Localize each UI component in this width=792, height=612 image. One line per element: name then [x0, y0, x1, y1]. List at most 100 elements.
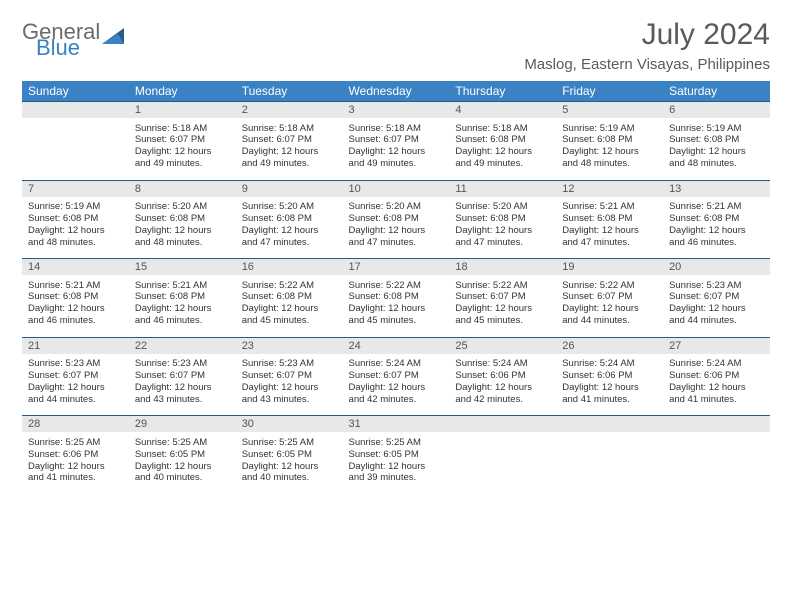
day-cell: Sunrise: 5:24 AMSunset: 6:07 PMDaylight:…: [343, 354, 450, 416]
day-line: Sunset: 6:08 PM: [135, 291, 230, 303]
day-line: and 43 minutes.: [135, 394, 230, 406]
day-number: 7: [22, 180, 129, 197]
day-line: and 41 minutes.: [28, 472, 123, 484]
day-number: 23: [236, 337, 343, 354]
day-line: Sunrise: 5:19 AM: [562, 123, 657, 135]
day-line: Sunrise: 5:24 AM: [349, 358, 444, 370]
day-line: and 47 minutes.: [242, 237, 337, 249]
day-number: 26: [556, 337, 663, 354]
day-cell: Sunrise: 5:23 AMSunset: 6:07 PMDaylight:…: [663, 275, 770, 337]
day-line: Daylight: 12 hours: [562, 382, 657, 394]
day-line: Sunrise: 5:22 AM: [455, 280, 550, 292]
day-line: Sunset: 6:07 PM: [135, 134, 230, 146]
dayhead-fri: Friday: [556, 81, 663, 102]
day-line: Daylight: 12 hours: [669, 146, 764, 158]
day-line: Sunset: 6:08 PM: [242, 291, 337, 303]
day-line: and 44 minutes.: [28, 394, 123, 406]
day-number: 27: [663, 337, 770, 354]
day-line: Sunset: 6:08 PM: [455, 213, 550, 225]
logo-triangle-icon: [102, 26, 128, 53]
day-number: 13: [663, 180, 770, 197]
content-row: Sunrise: 5:23 AMSunset: 6:07 PMDaylight:…: [22, 354, 770, 416]
day-cell: Sunrise: 5:24 AMSunset: 6:06 PMDaylight:…: [449, 354, 556, 416]
day-line: and 48 minutes.: [28, 237, 123, 249]
day-line: Sunrise: 5:25 AM: [28, 437, 123, 449]
day-number: [556, 416, 663, 433]
day-number: 3: [343, 102, 450, 119]
daynum-row: 14151617181920: [22, 259, 770, 276]
day-line: and 46 minutes.: [135, 315, 230, 327]
day-line: Daylight: 12 hours: [349, 225, 444, 237]
day-cell: Sunrise: 5:18 AMSunset: 6:07 PMDaylight:…: [343, 118, 450, 180]
day-line: Sunset: 6:07 PM: [669, 291, 764, 303]
dayhead-mon: Monday: [129, 81, 236, 102]
day-line: Sunrise: 5:18 AM: [242, 123, 337, 135]
dayhead-sun: Sunday: [22, 81, 129, 102]
day-number: 16: [236, 259, 343, 276]
day-line: Sunrise: 5:21 AM: [135, 280, 230, 292]
day-line: Daylight: 12 hours: [669, 225, 764, 237]
day-line: Sunrise: 5:19 AM: [28, 201, 123, 213]
day-cell: Sunrise: 5:22 AMSunset: 6:08 PMDaylight:…: [343, 275, 450, 337]
day-number: [449, 416, 556, 433]
day-line: Daylight: 12 hours: [562, 146, 657, 158]
day-line: Sunrise: 5:25 AM: [349, 437, 444, 449]
daynum-row: 28293031: [22, 416, 770, 433]
day-line: Sunrise: 5:25 AM: [242, 437, 337, 449]
day-line: Daylight: 12 hours: [562, 303, 657, 315]
day-line: Sunset: 6:08 PM: [28, 213, 123, 225]
logo-word2: Blue: [36, 38, 100, 58]
day-cell: Sunrise: 5:22 AMSunset: 6:08 PMDaylight:…: [236, 275, 343, 337]
day-line: Daylight: 12 hours: [135, 303, 230, 315]
day-line: Daylight: 12 hours: [669, 303, 764, 315]
day-number: 31: [343, 416, 450, 433]
day-line: Sunrise: 5:22 AM: [242, 280, 337, 292]
day-line: Daylight: 12 hours: [28, 225, 123, 237]
day-line: Sunset: 6:05 PM: [135, 449, 230, 461]
day-line: Sunset: 6:08 PM: [455, 134, 550, 146]
day-line: Sunrise: 5:22 AM: [349, 280, 444, 292]
day-line: and 41 minutes.: [562, 394, 657, 406]
day-line: Daylight: 12 hours: [455, 382, 550, 394]
day-number: 24: [343, 337, 450, 354]
day-cell: Sunrise: 5:24 AMSunset: 6:06 PMDaylight:…: [663, 354, 770, 416]
calendar-body: 123456Sunrise: 5:18 AMSunset: 6:07 PMDay…: [22, 102, 770, 495]
day-line: Sunrise: 5:18 AM: [349, 123, 444, 135]
day-number: 20: [663, 259, 770, 276]
dayhead-wed: Wednesday: [343, 81, 450, 102]
day-line: Sunrise: 5:20 AM: [455, 201, 550, 213]
day-cell: Sunrise: 5:25 AMSunset: 6:05 PMDaylight:…: [343, 432, 450, 494]
day-line: Sunset: 6:07 PM: [135, 370, 230, 382]
day-cell: Sunrise: 5:22 AMSunset: 6:07 PMDaylight:…: [449, 275, 556, 337]
day-line: Sunset: 6:05 PM: [242, 449, 337, 461]
day-number: [663, 416, 770, 433]
day-line: Sunset: 6:08 PM: [349, 213, 444, 225]
day-number: 8: [129, 180, 236, 197]
day-line: and 40 minutes.: [135, 472, 230, 484]
location: Maslog, Eastern Visayas, Philippines: [524, 56, 770, 73]
day-number: 5: [556, 102, 663, 119]
day-number: [22, 102, 129, 119]
day-cell: Sunrise: 5:21 AMSunset: 6:08 PMDaylight:…: [663, 197, 770, 259]
day-line: Sunset: 6:08 PM: [242, 213, 337, 225]
day-line: and 49 minutes.: [135, 158, 230, 170]
day-cell: Sunrise: 5:25 AMSunset: 6:06 PMDaylight:…: [22, 432, 129, 494]
logo: General Blue: [22, 18, 128, 58]
day-cell: Sunrise: 5:19 AMSunset: 6:08 PMDaylight:…: [22, 197, 129, 259]
day-line: and 49 minutes.: [242, 158, 337, 170]
day-line: Daylight: 12 hours: [669, 382, 764, 394]
day-line: Sunrise: 5:21 AM: [669, 201, 764, 213]
day-line: Daylight: 12 hours: [349, 461, 444, 473]
day-line: and 44 minutes.: [562, 315, 657, 327]
day-line: Sunrise: 5:19 AM: [669, 123, 764, 135]
day-line: and 47 minutes.: [562, 237, 657, 249]
day-number: 30: [236, 416, 343, 433]
day-cell: Sunrise: 5:18 AMSunset: 6:07 PMDaylight:…: [236, 118, 343, 180]
day-line: and 49 minutes.: [349, 158, 444, 170]
day-number: 1: [129, 102, 236, 119]
day-line: Sunset: 6:06 PM: [455, 370, 550, 382]
day-number: 12: [556, 180, 663, 197]
day-cell: Sunrise: 5:19 AMSunset: 6:08 PMDaylight:…: [663, 118, 770, 180]
day-line: and 46 minutes.: [28, 315, 123, 327]
day-line: Daylight: 12 hours: [349, 303, 444, 315]
